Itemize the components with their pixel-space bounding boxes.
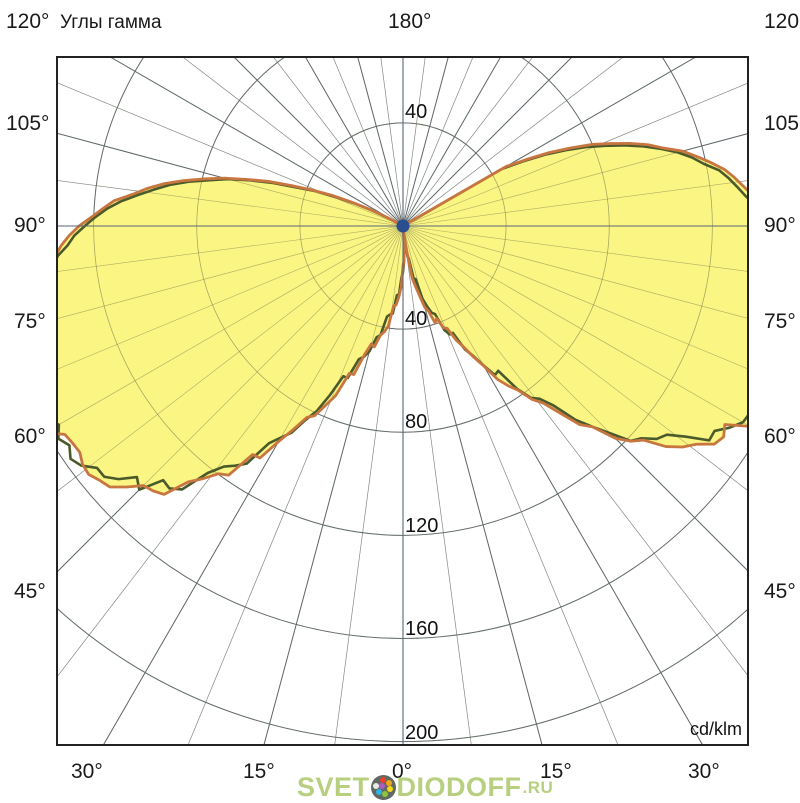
grid-angular-overlay-line [402, 57, 624, 227]
watermark-part1: SVET [297, 772, 370, 802]
distribution-fill-area [57, 143, 748, 495]
logo-dot [386, 786, 393, 792]
radial-axis-unit-label: cd/klm [690, 719, 743, 739]
axis-label-left-45: 45° [14, 580, 46, 603]
radial-label-80: 80 [405, 411, 428, 433]
grid-angular-overlay-line [402, 225, 748, 572]
grid-angular-overlay-line [402, 225, 748, 492]
grid-angular-overlay-line [57, 180, 404, 227]
axis-label-right-45: 45° [764, 580, 796, 603]
grid-angular-overlay-line [57, 132, 404, 227]
grid-angular-overlay-line [402, 57, 573, 227]
grid-angular-overlay-line [57, 82, 404, 227]
axis-label-top-180: 180° [388, 10, 432, 33]
grid-angular-overlay-line [334, 225, 404, 745]
watermark-logo-icon [370, 775, 396, 800]
grid-angular-overlay-line [57, 225, 404, 370]
grid-angular-overlay-line [57, 225, 404, 272]
grid-angular-overlay-line [402, 225, 703, 745]
radial-label-160: 160 [405, 618, 439, 640]
grid-angular-overlay-line [182, 57, 404, 227]
watermark-part2: DIODOFF [396, 772, 522, 802]
axis-label-right-120: 120° [764, 10, 800, 33]
axis-label-bottom-15r: 15° [540, 760, 572, 783]
axis-label-left-90: 90° [14, 214, 46, 237]
logo-dot [381, 791, 388, 797]
radial-label-120: 120 [405, 515, 439, 537]
grid-angular-overlay-line [187, 225, 404, 745]
grid-angular-overlay-line [402, 225, 748, 272]
grid-angular-overlay-line [402, 57, 697, 227]
logo-dot [378, 783, 385, 789]
radial-label-40: 40 [405, 308, 428, 330]
watermark-svetodiodoff: SVET DIODOFF .RU [297, 772, 553, 803]
axis-label-left-75: 75° [14, 310, 46, 333]
plot-frame-border [56, 56, 749, 746]
grid-angular-overlay-line [109, 57, 404, 227]
logo-dot [379, 777, 386, 783]
axis-label-left-105: 105° [6, 112, 50, 135]
grid-angular-overlay-line [103, 225, 404, 745]
chart-title: Углы гамма [60, 12, 162, 33]
grid-angular-overlay-line [402, 225, 748, 370]
axis-label-left-60: 60° [14, 425, 46, 448]
axis-label-bottom-30l: 30° [71, 760, 103, 783]
grid-angular-overlay-line [402, 133, 748, 227]
origin-marker [396, 219, 410, 233]
grid-angular-overlay-line [402, 180, 748, 227]
axis-label-right-75: 75° [764, 310, 796, 333]
grid-angular-overlay-line [402, 225, 748, 677]
grid-angular-overlay-line [402, 82, 748, 227]
grid-angular-overlay-line [402, 225, 748, 319]
axis-label-right-90: 90° [764, 214, 796, 237]
series-curve-c0 [57, 142, 748, 496]
grid-angular-overlay-line [233, 57, 404, 227]
axis-label-left-120: 120° [6, 10, 50, 33]
grid-angular-overlay-line [402, 225, 619, 745]
logo-dot [375, 789, 382, 795]
grid-angular-overlay-line [402, 225, 543, 745]
radial-label-40-top: 40 [405, 101, 428, 123]
grid-angular-overlay-line [263, 225, 404, 745]
grid-angular-overlay-line [402, 225, 748, 426]
axis-label-right-60: 60° [764, 425, 796, 448]
axis-label-bottom-30r: 30° [688, 760, 720, 783]
axis-label-bottom-15l: 15° [243, 760, 275, 783]
grid-angular-overlay-line [57, 225, 404, 427]
grid-angular-overlay-line [57, 225, 404, 573]
grid-angular-overlay-line [57, 225, 404, 678]
grid-angular-overlay-line [57, 225, 404, 492]
logo-dot [385, 780, 392, 786]
logo-dot [372, 783, 379, 789]
watermark-suffix: .RU [522, 777, 554, 797]
axis-label-right-105: 105° [764, 112, 800, 135]
radial-label-200: 200 [405, 722, 439, 744]
axis-label-bottom-0: 0° [392, 760, 413, 783]
grid-angular-overlay-line [402, 225, 472, 745]
grid-angular-overlay-line [57, 225, 404, 320]
